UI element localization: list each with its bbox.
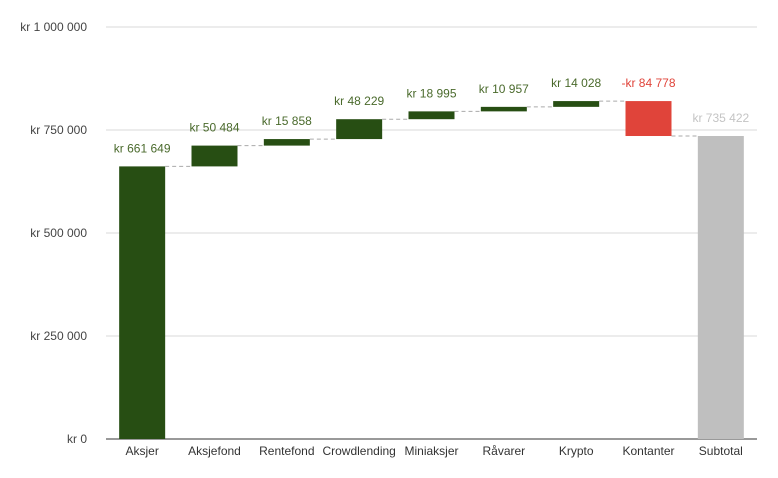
x-tick-label: Miniaksjer: [404, 444, 458, 458]
bar: [697, 136, 744, 439]
x-tick-label: Rentefond: [259, 444, 314, 458]
y-tick-label: kr 250 000: [30, 329, 87, 343]
x-tick-label: Aksjer: [125, 444, 158, 458]
y-tick-label: kr 500 000: [30, 226, 87, 240]
connectors: [165, 100, 698, 167]
y-tick-label: kr 1 000 000: [20, 20, 87, 34]
x-tick-label: Råvarer: [482, 444, 525, 458]
bar: [119, 166, 166, 439]
data-label: kr 14 028: [551, 76, 601, 90]
data-label: kr 50 484: [189, 121, 239, 135]
data-label: kr 48 229: [334, 94, 384, 108]
bar: [191, 145, 238, 167]
x-tick-label: Aksjefond: [188, 444, 241, 458]
bars: [119, 101, 744, 439]
data-label: kr 661 649: [114, 141, 171, 155]
bar: [625, 101, 672, 137]
y-tick-label: kr 0: [67, 432, 87, 446]
x-tick-label: Subtotal: [699, 444, 743, 458]
bar: [553, 101, 600, 107]
x-tick-label: Kontanter: [622, 444, 674, 458]
data-labels: kr 661 649 kr 50 484 kr 15 858 kr 48 229 kr …: [114, 76, 750, 155]
data-label: kr 735 422: [692, 111, 749, 125]
bar: [263, 139, 310, 146]
gridlines: [106, 26, 757, 440]
x-tick-label: Crowdlending: [322, 444, 395, 458]
data-label: -kr 84 778: [621, 76, 675, 90]
bar: [480, 106, 527, 112]
y-tick-label: kr 750 000: [30, 123, 87, 137]
y-axis: kr 0 kr 250 000 kr 500 000 kr 750 000 kr 1 0…: [20, 20, 87, 446]
data-label: kr 10 957: [479, 82, 529, 96]
bar: [336, 119, 383, 140]
data-label: kr 18 995: [406, 86, 456, 100]
x-axis: Aksjer Aksjefond Rentefond Crowdlending Mini…: [125, 444, 742, 458]
x-tick-label: Krypto: [559, 444, 594, 458]
bar: [408, 111, 455, 120]
data-label: kr 15 858: [262, 114, 312, 128]
